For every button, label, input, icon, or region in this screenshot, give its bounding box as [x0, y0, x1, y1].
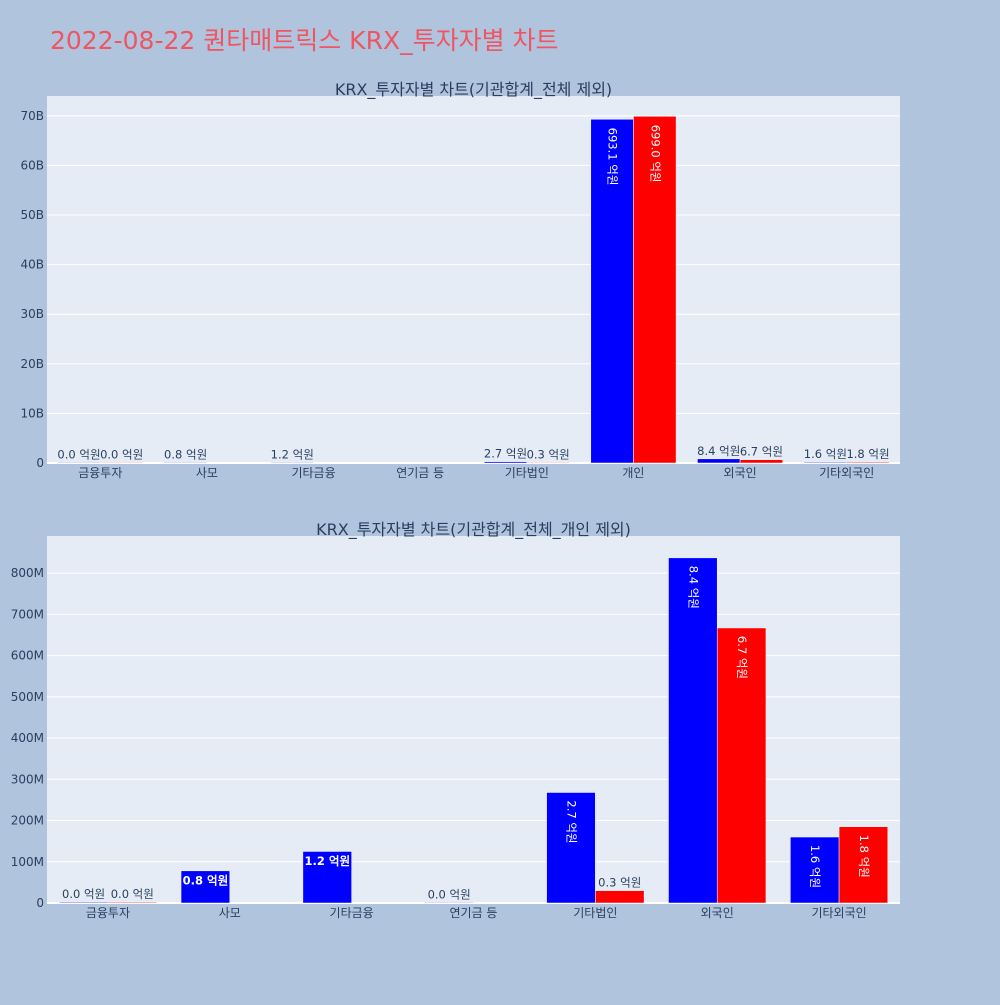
bar	[526, 462, 570, 464]
plot-area	[47, 536, 900, 903]
bar	[668, 557, 718, 904]
bar	[716, 627, 767, 904]
data-label: 1.2 억원	[304, 854, 350, 868]
chart-investor-excl-individual: KRX_투자자별 차트(기관합계_전체_개인 제외) 0 100M 200M 300M 4…	[11, 520, 900, 920]
y-tick-label: 60B	[20, 158, 44, 172]
x-tick-label: 외국인	[724, 466, 757, 480]
bar	[100, 462, 144, 464]
y-tick-label: 800M	[11, 566, 44, 580]
data-label: 6.7 억원	[740, 445, 783, 459]
bar	[483, 461, 528, 464]
data-label: 6.7 억원	[735, 636, 749, 679]
y-tick-label: 500M	[11, 690, 44, 704]
x-tick-label: 기타금융	[291, 466, 335, 480]
x-tick-label: 연기금 등	[396, 466, 444, 480]
data-label: 0.0 억원	[57, 447, 100, 461]
chart-title: KRX_투자자별 차트(기관합계_전체 제외)	[335, 80, 612, 100]
chart-investor-all: KRX_투자자별 차트(기관합계_전체 제외) 0 10B 20B 30B 40B 50B 6…	[20, 80, 900, 480]
y-tick-label: 20B	[20, 357, 44, 371]
data-label: 2.7 억원	[564, 800, 578, 843]
bar	[107, 901, 157, 904]
x-tick-label: 사모	[219, 906, 241, 920]
bar	[590, 119, 634, 464]
x-tick-label: 연기금 등	[450, 906, 498, 920]
bar	[838, 826, 889, 904]
y-tick-label: 300M	[11, 772, 44, 786]
data-label: 8.4 억원	[686, 566, 700, 609]
bar	[697, 458, 741, 464]
data-label: 0.0 억원	[100, 447, 143, 461]
x-tick-label: 기타외국인	[811, 906, 866, 920]
data-label: 0.0 억원	[111, 887, 154, 901]
data-label: 0.3 억원	[598, 876, 641, 890]
bar	[58, 901, 109, 904]
bar	[180, 870, 231, 904]
chart-title: KRX_투자자별 차트(기관합계_전체_개인 제외)	[316, 520, 631, 540]
x-tick-label: 개인	[622, 466, 644, 480]
data-label: 1.8 억원	[857, 835, 871, 878]
bar	[302, 851, 352, 904]
y-tick-label: 50B	[20, 208, 44, 222]
x-tick-label: 기타금융	[330, 906, 374, 920]
data-label: 699.0 억원	[648, 125, 662, 183]
y-tick-label: 100M	[11, 855, 44, 869]
x-tick-label: 기타외국인	[819, 466, 874, 480]
x-tick-label: 사모	[196, 466, 218, 480]
data-label: 1.6 억원	[808, 845, 822, 888]
bar	[546, 792, 596, 904]
bar	[846, 461, 890, 464]
data-label: 1.8 억원	[846, 447, 889, 461]
y-tick-label: 10B	[20, 406, 44, 420]
data-label: 1.6 억원	[804, 447, 847, 461]
data-label: 0.0 억원	[428, 887, 471, 901]
data-label: 0.3 억원	[527, 447, 570, 461]
data-label: 1.2 억원	[271, 447, 314, 461]
y-tick-label: 0	[36, 896, 44, 910]
bar	[595, 890, 645, 904]
data-label: 2.7 억원	[484, 447, 527, 461]
x-tick-label: 기타법인	[505, 466, 549, 480]
data-label: 8.4 억원	[697, 444, 740, 458]
y-tick-label: 40B	[20, 258, 44, 272]
y-tick-label: 70B	[20, 109, 44, 123]
data-label: 0.0 억원	[62, 887, 105, 901]
data-label: 0.8 억원	[164, 447, 207, 461]
bar	[424, 902, 474, 904]
y-tick-label: 0	[36, 456, 44, 470]
data-label: 0.8 억원	[183, 873, 229, 887]
bar	[164, 462, 208, 464]
y-tick-label: 200M	[11, 814, 44, 828]
y-tick-label: 600M	[11, 649, 44, 663]
bar	[57, 462, 101, 464]
y-tick-label: 700M	[11, 607, 44, 621]
x-tick-label: 외국인	[701, 906, 734, 920]
x-tick-label: 금융투자	[86, 906, 130, 920]
plot-area	[47, 96, 900, 463]
y-tick-label: 400M	[11, 731, 44, 745]
x-tick-label: 금융투자	[78, 466, 122, 480]
bar	[739, 459, 783, 464]
y-tick-label: 30B	[20, 307, 44, 321]
bar	[633, 116, 677, 464]
bar	[790, 836, 840, 904]
x-tick-label: 기타법인	[573, 906, 617, 920]
page-title: 2022-08-22 퀀타매트릭스 KRX_투자자별 차트	[50, 26, 559, 55]
bar	[270, 462, 314, 464]
bar	[803, 461, 847, 464]
data-label: 693.1 억원	[606, 128, 620, 186]
